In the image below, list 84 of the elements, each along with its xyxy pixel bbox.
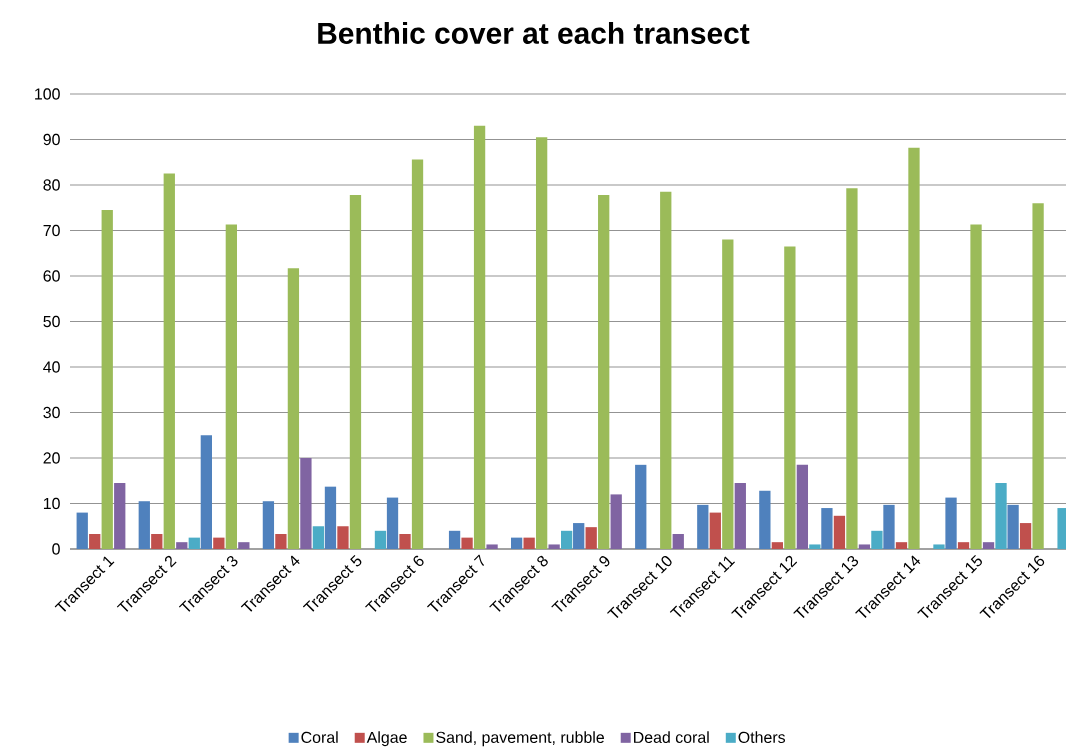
bar: [598, 195, 610, 549]
y-tick-label: 30: [43, 406, 60, 419]
bar: [473, 125, 486, 549]
bar: [262, 501, 275, 549]
bar: [1019, 523, 1032, 549]
bar: [945, 497, 957, 549]
y-tick-label: 70: [43, 224, 60, 237]
bar: [275, 533, 287, 549]
bar: [846, 188, 858, 549]
bar: [933, 544, 945, 549]
legend-label: Coral: [301, 731, 338, 744]
bar: [535, 137, 548, 549]
bar: [821, 508, 833, 549]
bar: [796, 464, 809, 549]
bar: [523, 537, 535, 549]
y-tick-label: 90: [43, 133, 60, 146]
bar: [635, 464, 647, 549]
bar: [573, 523, 585, 549]
bar: [957, 542, 970, 549]
bar: [709, 512, 721, 549]
bar: [101, 210, 113, 549]
bar: [238, 542, 250, 549]
bar: [312, 526, 325, 549]
y-tick-label: 10: [43, 497, 60, 510]
bar: [722, 239, 734, 549]
bar: [610, 494, 622, 549]
bar: [697, 504, 709, 549]
bar: [151, 533, 163, 549]
bar: [660, 191, 672, 549]
legend-label: Algae: [366, 731, 407, 747]
bar: [833, 515, 846, 549]
legend-label: Others: [738, 731, 786, 744]
bar: [895, 542, 908, 549]
bar: [448, 530, 461, 549]
chart-title: Benthic cover at each transect: [318, 22, 750, 44]
bar: [585, 527, 597, 549]
y-tick-label: 100: [35, 88, 60, 100]
bar: [995, 483, 1007, 549]
bar: [908, 147, 920, 549]
bar: [176, 542, 188, 549]
bar: [411, 159, 424, 549]
y-tick-label: 60: [43, 270, 60, 282]
bar: [982, 542, 995, 549]
bar: [548, 544, 560, 549]
bar: [324, 486, 337, 549]
bar: [560, 530, 573, 549]
bar: [734, 483, 746, 549]
bar: [337, 526, 349, 549]
bar: [858, 544, 871, 549]
bar: [200, 435, 212, 549]
y-tick-label: 80: [43, 179, 60, 191]
bar: [510, 537, 523, 549]
y-tick-label: 50: [43, 315, 60, 328]
bar: [188, 537, 200, 549]
y-tick-label: 0: [52, 543, 60, 555]
bar: [138, 501, 150, 549]
bar: [883, 504, 895, 549]
bar: [225, 224, 237, 549]
bar: [871, 530, 883, 549]
bar: [784, 246, 796, 549]
y-tick-label: 40: [43, 361, 60, 373]
bar: [213, 537, 225, 549]
bar: [399, 533, 411, 549]
y-tick-label: 20: [43, 452, 60, 464]
bar: [1007, 504, 1019, 549]
bar: [1032, 203, 1044, 549]
bar: [300, 458, 312, 549]
bar: [76, 512, 88, 549]
bar: [771, 542, 784, 549]
bar: [349, 195, 362, 549]
bar: [809, 544, 821, 549]
bar: [386, 497, 399, 549]
bar: [287, 268, 300, 549]
bar: [486, 544, 498, 549]
bar: [970, 224, 982, 549]
legend-label: Dead coral: [634, 731, 709, 744]
legend-label: Sand, pavement, rubble: [436, 731, 604, 747]
bar: [759, 490, 771, 549]
bar: [374, 530, 387, 549]
bar: [163, 173, 175, 549]
bar: [89, 533, 101, 549]
bar: [461, 537, 473, 549]
bar: [672, 533, 684, 549]
bar: [114, 483, 126, 549]
